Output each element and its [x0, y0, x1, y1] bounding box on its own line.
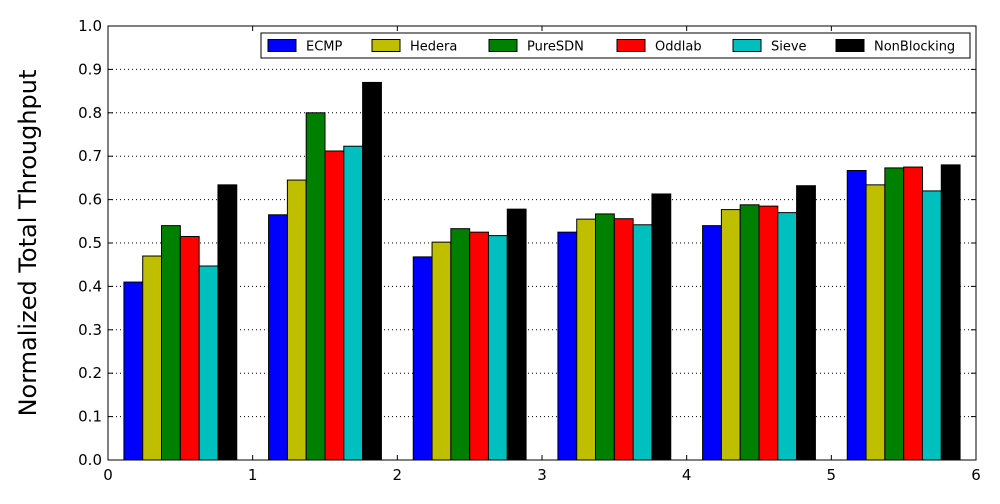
- bar-hedera-group-6: [865, 184, 886, 461]
- bar-sieve-group-6: [921, 190, 942, 461]
- legend-label-nonblocking: NonBlocking: [874, 40, 955, 55]
- bar-sieve-group-3: [487, 235, 508, 461]
- x-tick-label: 2: [393, 466, 403, 484]
- bar-hedera-group-5: [720, 209, 741, 461]
- bar-ecmp-group-3: [412, 256, 433, 461]
- legend-label-hedera: Hedera: [410, 40, 457, 55]
- legend-swatch-puresdn: [488, 39, 518, 52]
- y-tick-label: 0.7: [78, 147, 102, 165]
- bar-nonblocking-group-2: [362, 81, 382, 461]
- bar-puresdn-group-2: [305, 112, 326, 461]
- bar-nonblocking-group-1: [217, 184, 238, 461]
- y-tick-label: 0.5: [78, 234, 102, 252]
- bar-sieve-group-1: [198, 265, 219, 461]
- y-tick-label: 0.8: [78, 104, 102, 122]
- y-tick-label: 0.6: [78, 191, 102, 209]
- legend-label-puresdn: PureSDN: [527, 40, 584, 55]
- bar-puresdn-group-1: [161, 225, 181, 461]
- bar-oddlab-group-5: [758, 205, 779, 461]
- legend: ECMP Hedera PureSDN Oddlab Sieve NonBlocking: [260, 32, 971, 59]
- bar-puresdn-group-6: [884, 167, 905, 461]
- legend-label-sieve: Sieve: [771, 40, 807, 55]
- bar-sieve-group-2: [343, 145, 364, 461]
- bars-layer: [123, 81, 961, 461]
- grid-layer: [108, 68, 976, 418]
- y-tick-label: 1.0: [78, 17, 102, 35]
- bar-hedera-group-4: [576, 218, 597, 461]
- bar-oddlab-group-4: [613, 218, 634, 461]
- bar-ecmp-group-1: [123, 281, 144, 461]
- bar-sieve-group-5: [777, 212, 798, 461]
- bar-oddlab-group-2: [324, 150, 345, 461]
- x-tick-label: 0: [103, 466, 113, 484]
- y-axis-label: Normalized Total Throughput: [14, 70, 42, 417]
- bar-ecmp-group-2: [268, 214, 288, 461]
- legend-swatch-sieve: [732, 39, 762, 52]
- bar-oddlab-group-6: [903, 166, 923, 461]
- y-tick-label: 0.3: [78, 321, 102, 339]
- x-tick-label: 1: [248, 466, 258, 484]
- bar-nonblocking-group-4: [651, 193, 672, 461]
- bar-nonblocking-group-3: [506, 208, 527, 461]
- legend-label-ecmp: ECMP: [306, 40, 343, 55]
- legend-swatch-hedera: [371, 39, 401, 52]
- x-tick-label: 5: [827, 466, 837, 484]
- ticks-layer: 0.0 0.1 0.2 0.3 0.4 0.5 0.6 0.7 0.8 0.9 1.0 0 1 2 3 4 5 6: [78, 17, 981, 484]
- bar-puresdn-group-5: [739, 204, 760, 461]
- y-tick-label: 0.1: [78, 408, 102, 426]
- y-tick-label: 0.4: [78, 277, 102, 295]
- bar-oddlab-group-3: [469, 231, 489, 461]
- x-tick-label: 3: [537, 466, 547, 484]
- plot-frame: [107, 25, 977, 461]
- bar-puresdn-group-4: [595, 213, 615, 461]
- y-tick-label: 0.9: [78, 60, 102, 78]
- y-tick-label: 0.2: [78, 364, 102, 382]
- bar-puresdn-group-3: [450, 228, 471, 461]
- bar-hedera-group-2: [286, 179, 307, 461]
- bar-nonblocking-group-5: [796, 185, 816, 461]
- bar-nonblocking-group-6: [940, 164, 961, 461]
- bar-sieve-group-4: [632, 224, 653, 461]
- x-tick-label: 4: [682, 466, 692, 484]
- bar-ecmp-group-5: [702, 225, 722, 461]
- bar-hedera-group-1: [142, 255, 163, 461]
- legend-swatch-oddlab: [616, 39, 646, 52]
- bar-ecmp-group-6: [846, 170, 867, 461]
- legend-swatch-ecmp: [267, 39, 297, 52]
- bar-ecmp-group-4: [557, 231, 578, 461]
- legend-label-oddlab: Oddlab: [655, 40, 702, 55]
- x-tick-label: 6: [971, 466, 981, 484]
- bar-hedera-group-3: [431, 241, 452, 461]
- legend-swatch-nonblocking: [835, 39, 865, 52]
- y-tick-label: 0.0: [78, 451, 102, 469]
- bar-oddlab-group-1: [179, 235, 200, 461]
